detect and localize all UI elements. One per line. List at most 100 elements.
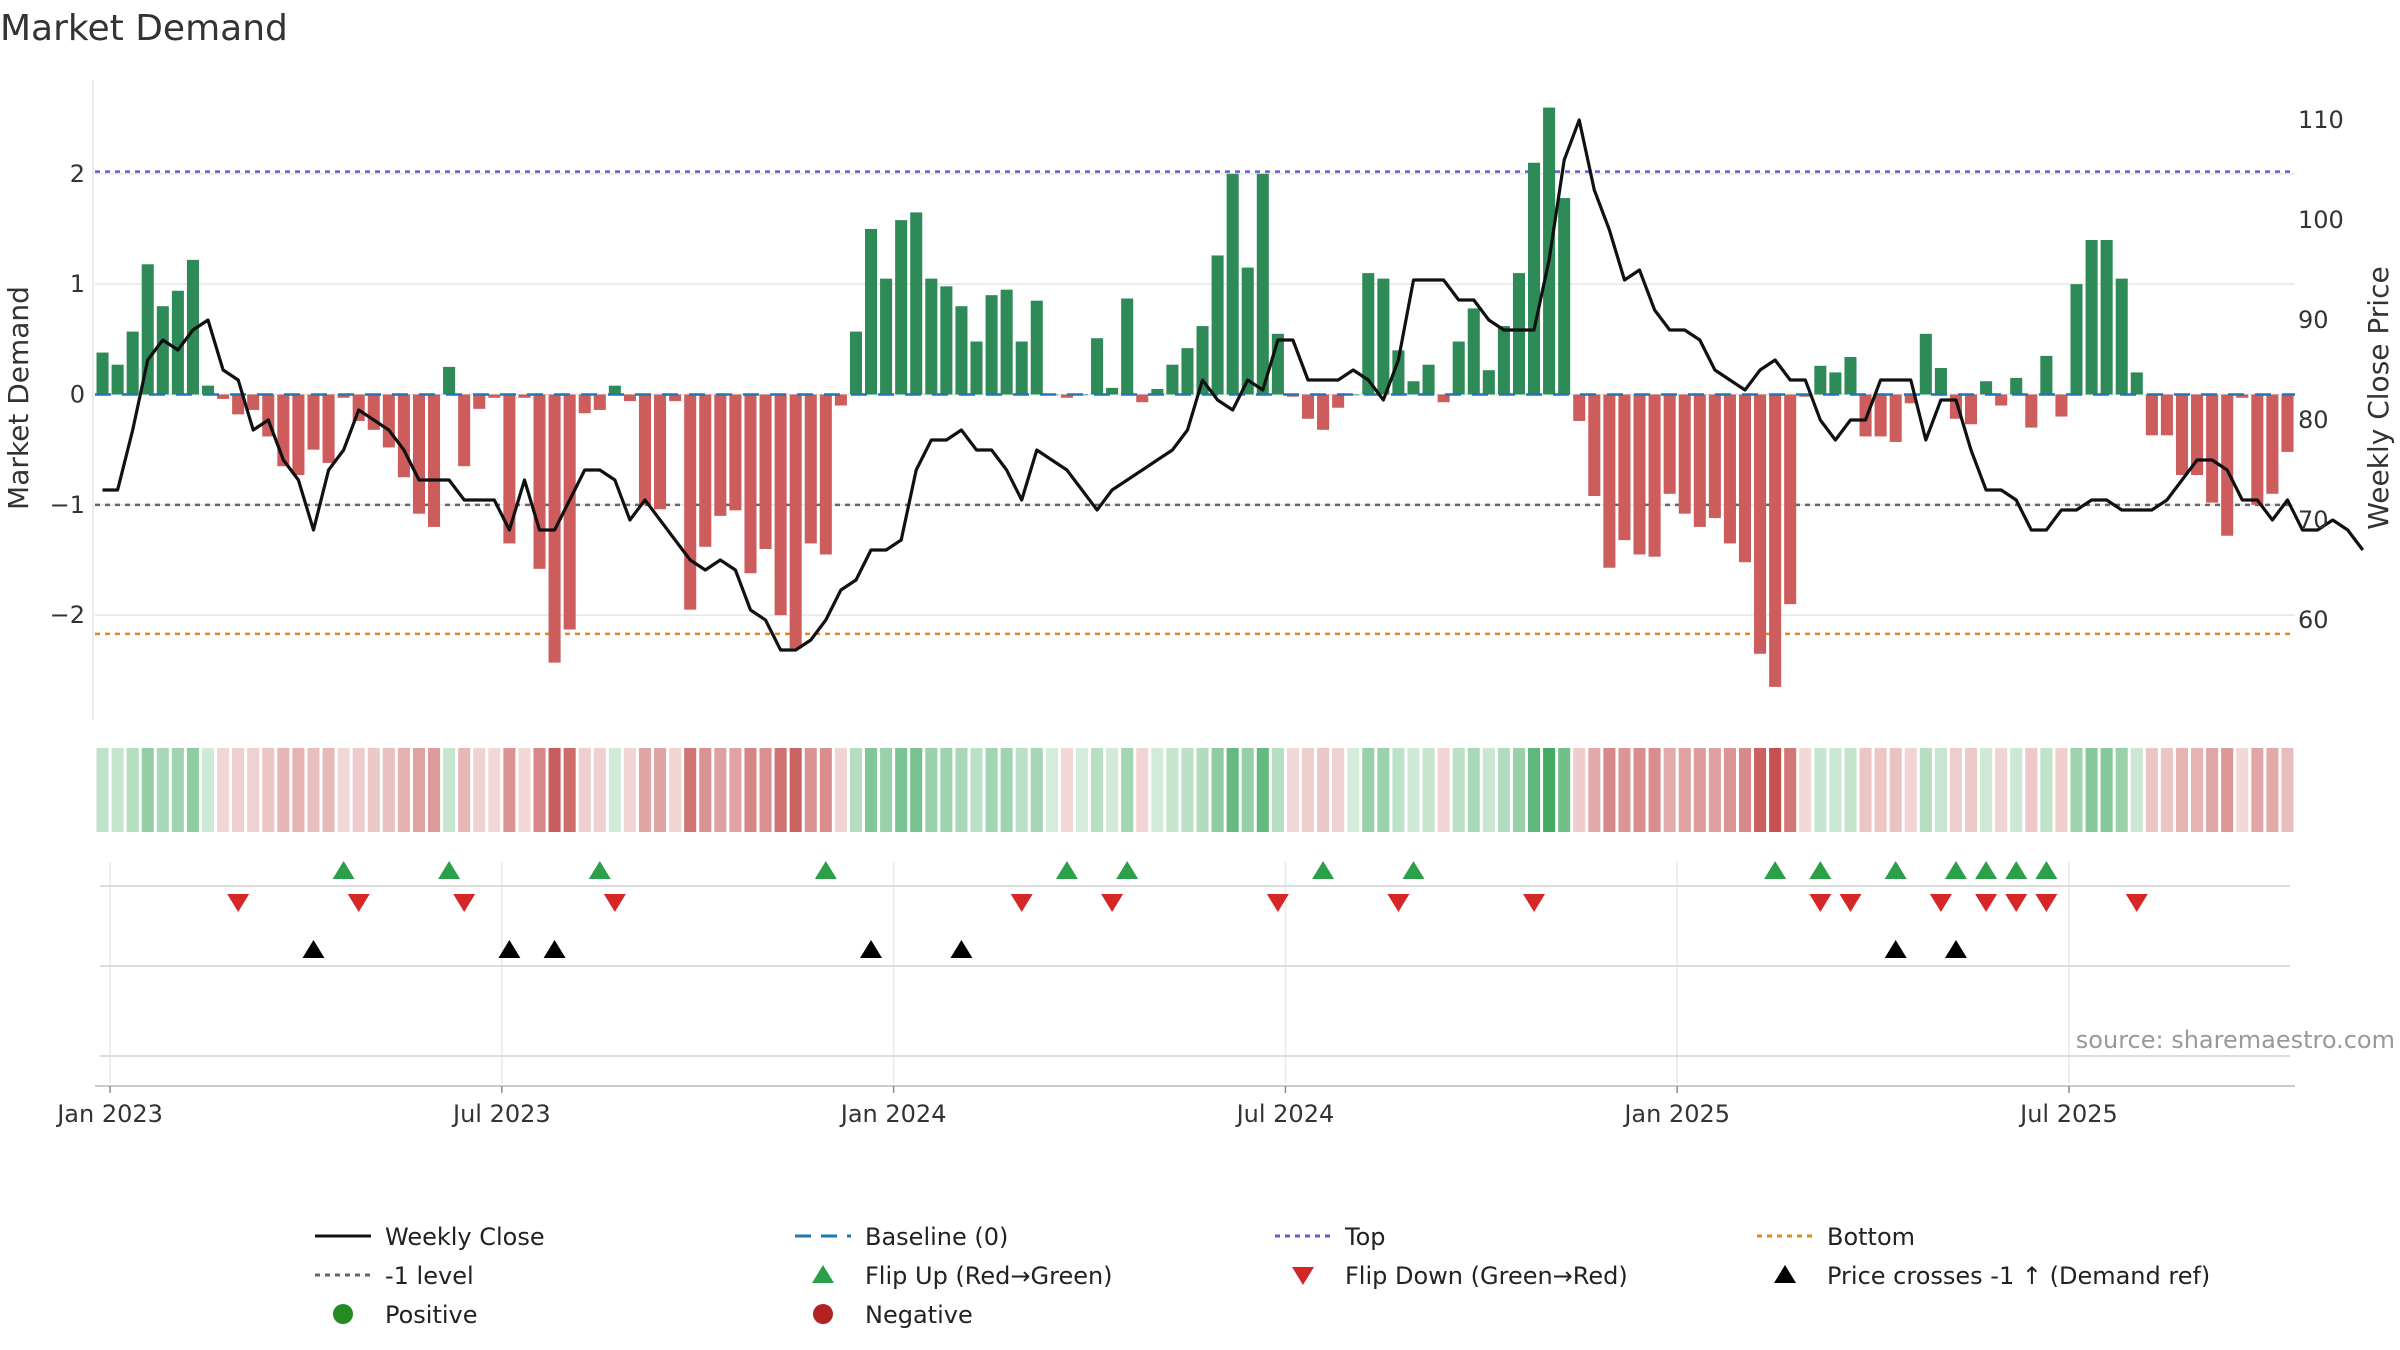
heat-cell xyxy=(1859,748,1872,832)
heat-cell xyxy=(1482,748,1495,832)
demand-bar xyxy=(382,394,395,448)
heat-cell xyxy=(1558,748,1571,832)
price-cross-marker xyxy=(498,940,521,958)
heat-cell xyxy=(669,748,682,832)
heat-cell xyxy=(533,748,546,832)
demand-bar xyxy=(1693,394,1706,527)
heat-cell xyxy=(1407,748,1420,832)
heat-cell xyxy=(1964,748,1978,832)
heat-cell xyxy=(2010,748,2023,832)
heat-cell xyxy=(759,748,772,832)
heat-cell xyxy=(1271,748,1284,832)
demand-bar xyxy=(2281,394,2294,452)
heat-cell xyxy=(714,748,727,832)
flip-down-marker xyxy=(603,894,626,912)
demand-bar xyxy=(1512,273,1525,395)
heat-cell xyxy=(503,748,516,832)
demand-bar xyxy=(1558,198,1571,395)
price-cross-marker xyxy=(860,940,883,958)
legend-swatch-dot xyxy=(333,1304,353,1324)
heat-cell xyxy=(1377,748,1390,832)
heat-cell xyxy=(1121,748,1134,832)
demand-bar xyxy=(578,394,591,414)
y2-tick-label: 80 xyxy=(2298,406,2329,434)
heat-cell xyxy=(186,748,199,832)
demand-bar xyxy=(412,394,425,514)
demand-bar xyxy=(1874,394,1887,437)
demand-bar xyxy=(970,341,983,395)
price-cross-marker xyxy=(950,940,973,958)
flip-up-marker xyxy=(1402,861,1425,879)
demand-bar xyxy=(1091,338,1104,395)
demand-bar xyxy=(2251,394,2264,505)
demand-bar xyxy=(126,331,139,395)
heat-cell xyxy=(96,748,109,832)
heat-cell xyxy=(1286,748,1299,832)
demand-bar xyxy=(1437,394,1450,403)
demand-bar xyxy=(473,394,486,409)
heat-cell xyxy=(1980,748,1993,832)
heat-cell xyxy=(322,748,335,832)
demand-bar xyxy=(1332,394,1345,408)
legend-label: Bottom xyxy=(1827,1223,1915,1251)
demand-bar xyxy=(1904,394,1917,404)
demand-bar xyxy=(774,394,787,616)
demand-bar xyxy=(849,331,862,395)
heat-cell xyxy=(397,748,410,832)
heat-cell xyxy=(2175,748,2189,832)
heat-cell xyxy=(1422,748,1435,832)
demand-bar xyxy=(458,394,471,467)
demand-bar xyxy=(1738,394,1752,563)
heat-cell xyxy=(1754,748,1767,832)
heat-cell xyxy=(1452,748,1465,832)
demand-bar xyxy=(1573,394,1586,421)
heat-cell xyxy=(1633,748,1646,832)
heat-cell xyxy=(1889,748,1902,832)
heat-cell xyxy=(880,748,893,832)
heat-cell xyxy=(744,748,757,832)
demand-bar xyxy=(322,394,335,463)
heat-cell xyxy=(1814,748,1827,832)
demand-bar xyxy=(593,394,606,410)
x-tick-label: Jul 2024 xyxy=(1235,1100,1335,1128)
demand-bar xyxy=(1301,394,1315,419)
heat-cell xyxy=(1392,748,1405,832)
heat-cell xyxy=(2281,748,2294,832)
demand-bar xyxy=(804,394,817,544)
flip-up-marker xyxy=(1055,861,1078,879)
heat-cell xyxy=(1136,748,1149,832)
heat-cell xyxy=(684,748,697,832)
heat-cell xyxy=(2070,748,2083,832)
heat-cell xyxy=(1317,748,1330,832)
flip-up-marker xyxy=(1884,861,1907,879)
heat-cell xyxy=(925,748,938,832)
grid-lines xyxy=(92,80,2295,1083)
heat-cell xyxy=(1075,748,1089,832)
heat-cell xyxy=(955,748,968,832)
flip-down-marker xyxy=(1975,894,1998,912)
heat-cell xyxy=(1919,748,1932,832)
demand-bar xyxy=(1829,372,1842,395)
y2-tick-label: 100 xyxy=(2298,206,2344,234)
demand-bar xyxy=(217,394,230,399)
chart-title: Market Demand xyxy=(0,8,288,49)
demand-bar xyxy=(518,394,531,398)
heat-cell xyxy=(307,748,320,832)
heat-cell xyxy=(1678,748,1691,832)
demand-bar xyxy=(2206,394,2219,503)
demand-bar xyxy=(2010,377,2023,395)
heat-cell xyxy=(2236,748,2249,832)
demand-bar xyxy=(1226,173,1239,395)
demand-bar xyxy=(1060,394,1073,398)
demand-bar xyxy=(1392,350,1405,395)
weekly-close-line xyxy=(102,118,2365,652)
demand-bar xyxy=(2160,394,2173,436)
heat-cell xyxy=(1543,748,1556,832)
demand-bar xyxy=(2100,240,2113,395)
heat-cell xyxy=(593,748,606,832)
demand-bar xyxy=(1995,394,2008,406)
legend-label: -1 level xyxy=(385,1262,474,1290)
heat-cell xyxy=(201,748,215,832)
heat-cell xyxy=(654,748,667,832)
